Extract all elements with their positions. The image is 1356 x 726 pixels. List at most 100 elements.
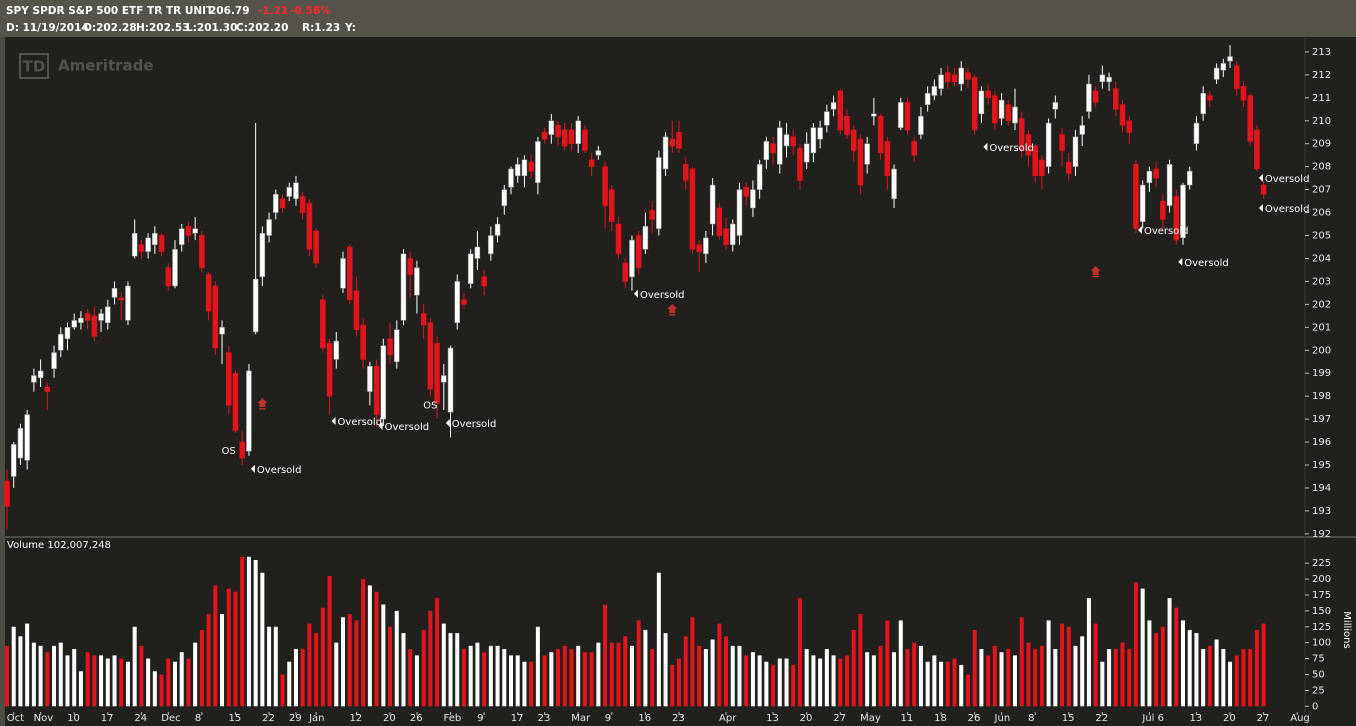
volume-bar	[1127, 649, 1132, 707]
x-tick-label: 27	[1257, 713, 1270, 724]
volume-tick-label: 175	[1312, 590, 1331, 601]
volume-bar	[1100, 661, 1105, 707]
volume-bar	[388, 626, 393, 707]
symbol-title: SPY SPDR S&P 500 ETF TR TR UNIT	[6, 5, 214, 17]
volume-bar	[986, 655, 991, 707]
volume-bar	[1133, 582, 1138, 707]
candle-body	[1086, 83, 1092, 112]
volume-bar	[724, 636, 729, 707]
candle-body	[555, 125, 561, 138]
change: -1.21	[258, 5, 288, 17]
volume-bar	[1214, 639, 1219, 707]
candle-body	[306, 203, 313, 250]
candle-body	[723, 228, 729, 245]
candle-body	[609, 189, 615, 222]
candle-body	[1200, 92, 1206, 115]
volume-bar	[267, 626, 272, 707]
volume-tick-label: 75	[1312, 654, 1325, 665]
candle-body	[998, 99, 1005, 119]
candle-body	[891, 168, 897, 200]
candle-body	[857, 138, 864, 186]
candle-body	[326, 343, 333, 397]
volume-bar	[1154, 633, 1159, 707]
candle-body	[1072, 136, 1079, 167]
volume-bar	[401, 633, 406, 707]
candle-body	[488, 235, 494, 255]
oversold-label: Oversold	[1265, 204, 1310, 215]
volume-bar	[529, 661, 534, 707]
volume-bar	[1073, 645, 1078, 707]
header-bar	[0, 0, 1356, 37]
volume-bar	[253, 559, 258, 707]
candle-body	[51, 352, 57, 369]
volume-bar	[670, 664, 675, 707]
volume-bar	[898, 620, 903, 707]
y-tick-label: 199	[1312, 368, 1331, 379]
y-tick-label: 210	[1312, 116, 1331, 127]
candle-body	[562, 129, 568, 147]
candle-body	[971, 76, 978, 131]
x-tick-label: 22	[262, 713, 275, 724]
oversold-label: Oversold	[452, 419, 497, 430]
volume-bar	[173, 661, 177, 707]
volume-bar	[784, 658, 789, 707]
oversold-marker	[1258, 203, 1263, 212]
candle-body	[17, 428, 24, 459]
volume-bar	[858, 614, 863, 707]
volume-bar	[320, 607, 325, 707]
candle-body	[575, 120, 581, 144]
candle-body	[830, 102, 837, 110]
candle-body	[743, 187, 749, 197]
candle-body	[266, 219, 272, 236]
volume-bar	[1221, 649, 1226, 707]
volume-bar	[92, 655, 97, 707]
candle-body	[1045, 122, 1052, 167]
x-tick-label: 12	[349, 713, 362, 724]
volume-bar	[717, 623, 722, 707]
volume-bar	[186, 658, 191, 707]
volume-tick-label: 50	[1312, 669, 1325, 680]
candle-body	[1079, 125, 1085, 135]
candle-body	[1213, 67, 1220, 80]
volume-bar	[179, 652, 184, 707]
volume-bar	[206, 614, 211, 707]
volume-bar	[240, 556, 245, 707]
candle-body	[420, 313, 427, 326]
date: D: 11/19/2014	[6, 22, 89, 34]
buy-signal	[257, 398, 268, 410]
change-pct: -0.58%	[290, 5, 331, 17]
candle-body	[333, 340, 340, 360]
candle-body	[615, 223, 622, 255]
candle-body	[494, 223, 501, 236]
candle-body	[689, 168, 696, 250]
x-tick-label: 9	[605, 713, 611, 724]
candle-body	[125, 285, 131, 321]
close: C:202.20	[236, 22, 288, 34]
x-tick-label: 15	[228, 713, 241, 724]
volume-bar	[435, 598, 440, 707]
volume-bar	[542, 655, 547, 707]
volume-bar	[616, 642, 621, 707]
volume-bar	[972, 629, 977, 707]
candle-body	[1193, 122, 1200, 144]
volume-tick-label: 100	[1312, 638, 1331, 649]
y-tick-label: 196	[1312, 437, 1331, 448]
x-tick-label: 9	[477, 713, 483, 724]
candle-body	[911, 141, 917, 156]
volume-bar	[979, 649, 984, 707]
volume-tick-label: 25	[1312, 685, 1325, 696]
volume-bar	[280, 674, 285, 707]
volume-bar	[925, 661, 930, 707]
volume-bar	[1261, 623, 1266, 707]
volume-bar	[260, 572, 265, 707]
volume-bar	[374, 591, 379, 707]
volume-bar	[1013, 655, 1017, 707]
x-tick-label: 13	[766, 713, 779, 724]
volume-bar	[663, 633, 668, 707]
y-tick-label: 194	[1312, 483, 1331, 494]
volume-bar	[845, 655, 849, 707]
volume-bar	[636, 620, 641, 707]
volume-bar	[1039, 645, 1044, 707]
volume-bar	[1026, 642, 1031, 707]
